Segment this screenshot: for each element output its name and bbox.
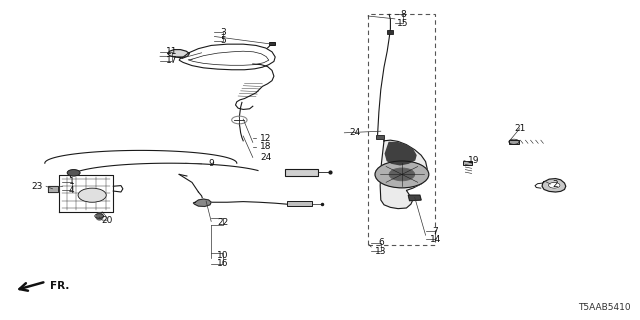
- Text: 17: 17: [166, 56, 177, 65]
- Text: 3: 3: [220, 28, 225, 36]
- Bar: [269, 42, 275, 45]
- Bar: [285, 169, 318, 176]
- Text: 24: 24: [349, 128, 361, 137]
- Bar: [368, 14, 435, 245]
- Polygon shape: [542, 179, 566, 192]
- Text: 21: 21: [514, 124, 525, 133]
- Polygon shape: [193, 199, 211, 206]
- Polygon shape: [408, 195, 421, 201]
- Text: 13: 13: [375, 247, 387, 256]
- Text: 15: 15: [397, 19, 409, 28]
- Text: 18: 18: [260, 142, 271, 151]
- Text: 6: 6: [378, 238, 383, 247]
- Text: 20: 20: [102, 216, 113, 225]
- Text: 8: 8: [401, 10, 406, 19]
- Bar: [287, 201, 312, 206]
- Circle shape: [389, 168, 415, 181]
- Text: 5: 5: [220, 36, 225, 45]
- Text: T5AAB5410: T5AAB5410: [578, 303, 630, 312]
- Text: 2: 2: [553, 180, 558, 188]
- Circle shape: [78, 188, 106, 202]
- Bar: [463, 161, 472, 165]
- Text: 14: 14: [429, 235, 441, 244]
- Text: 10: 10: [217, 251, 228, 260]
- Bar: [376, 135, 384, 139]
- Circle shape: [375, 161, 429, 188]
- Circle shape: [548, 182, 560, 188]
- Bar: [387, 30, 393, 34]
- Polygon shape: [385, 142, 416, 165]
- Text: 4: 4: [69, 186, 74, 195]
- Bar: [509, 140, 519, 144]
- Text: 11: 11: [166, 47, 177, 56]
- Polygon shape: [48, 186, 58, 192]
- Circle shape: [67, 170, 80, 176]
- Text: 12: 12: [260, 134, 271, 143]
- Polygon shape: [380, 140, 428, 209]
- Text: FR.: FR.: [50, 281, 69, 292]
- Text: 16: 16: [217, 260, 228, 268]
- Text: 19: 19: [468, 156, 479, 165]
- Text: 7: 7: [433, 227, 438, 236]
- Text: 22: 22: [217, 218, 228, 227]
- Text: 23: 23: [31, 182, 43, 191]
- Text: 1: 1: [69, 177, 74, 186]
- Text: 9: 9: [209, 159, 214, 168]
- Text: 24: 24: [260, 153, 271, 162]
- Polygon shape: [168, 50, 189, 58]
